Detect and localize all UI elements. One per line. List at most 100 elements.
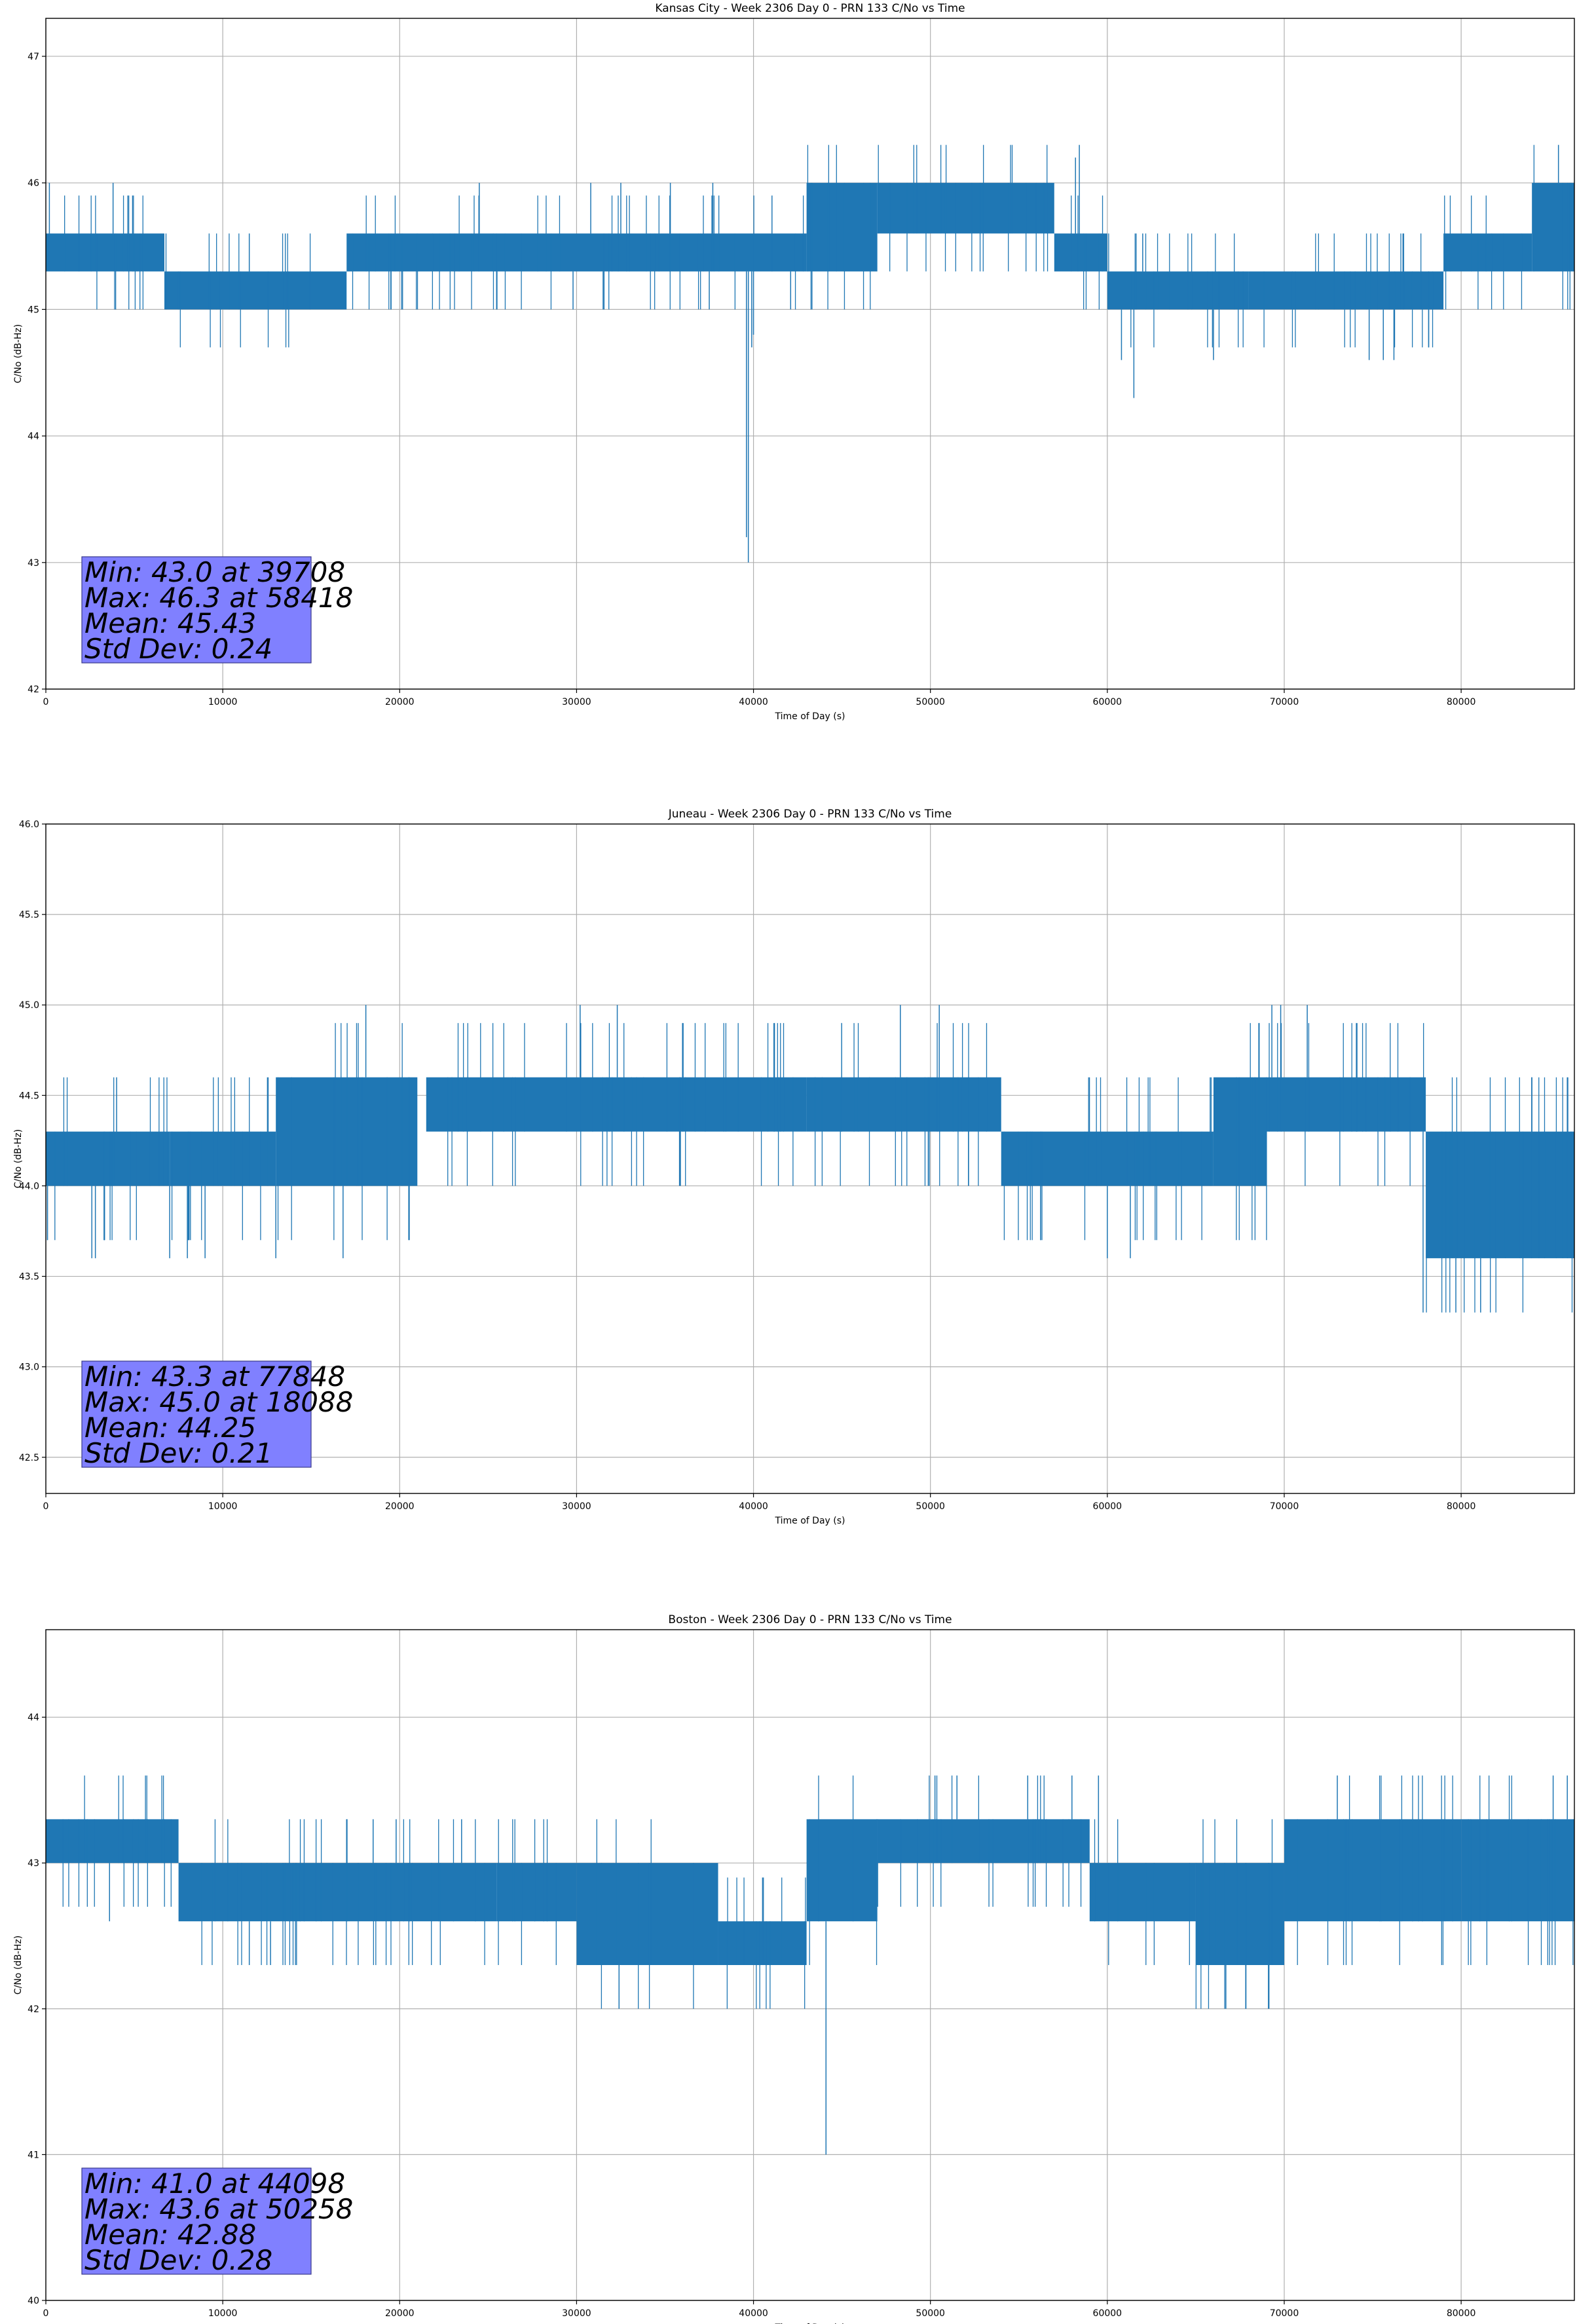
stats-line: Max: 43.6 at 50258 — [84, 2193, 353, 2225]
x-axis-label: Time of Day (s) — [775, 711, 845, 722]
x-tick-label: 0 — [43, 697, 49, 707]
series-band — [46, 1819, 179, 1864]
y-tick-label: 42 — [28, 684, 39, 695]
series-band — [46, 1131, 170, 1186]
series-band — [576, 1863, 718, 1965]
stats-line: Std Dev: 0.24 — [84, 633, 272, 665]
x-tick-label: 20000 — [385, 1501, 415, 1512]
y-tick-label: 47 — [28, 52, 39, 62]
x-tick-label: 70000 — [1270, 2308, 1299, 2319]
series-cno — [46, 1775, 1574, 2155]
x-tick-label: 0 — [43, 2308, 49, 2319]
series-band — [1107, 271, 1249, 310]
axes-frame — [45, 1629, 1575, 2301]
chart-title: Boston - Week 2306 Day 0 - PRN 133 C/No … — [668, 1613, 952, 1626]
x-tick-label: 70000 — [1270, 697, 1299, 707]
y-tick-label: 46.0 — [19, 819, 39, 830]
series-band — [806, 1077, 1001, 1132]
x-tick-label: 0 — [43, 1501, 49, 1512]
series-band — [426, 1077, 807, 1132]
y-tick-label: 42 — [28, 2004, 39, 2015]
chart-1: 0 10000 20000 30000 40000 50000 60000 70000 8000… — [13, 2, 1575, 722]
series-band — [496, 1863, 577, 1922]
stats-box — [81, 2167, 312, 2275]
stats-line: Mean: 45.43 — [84, 607, 256, 639]
y-axis-label: C/No (dB-Hz) — [13, 1936, 24, 1995]
series-band — [1426, 1131, 1574, 1258]
x-axis-label: Time of Day (s) — [775, 2323, 845, 2324]
series-cno — [46, 1005, 1574, 1313]
y-tick-label: 43 — [28, 558, 39, 569]
y-tick-label: 41 — [28, 2150, 39, 2160]
series-band — [1461, 1819, 1574, 1922]
x-tick-label: 40000 — [739, 697, 768, 707]
x-tick-label: 10000 — [208, 1501, 238, 1512]
x-tick-label: 10000 — [208, 697, 238, 707]
x-tick-label: 70000 — [1270, 1501, 1299, 1512]
x-tick-label: 40000 — [739, 2308, 768, 2319]
chart-2: 0 10000 20000 30000 40000 50000 60000 70000 8000… — [13, 808, 1575, 1526]
stats-line: Max: 46.3 at 58418 — [84, 582, 353, 614]
stats-line: Std Dev: 0.21 — [84, 1437, 272, 1469]
x-tick-label: 20000 — [385, 697, 415, 707]
x-tick-label: 10000 — [208, 2308, 238, 2319]
y-tick-label: 43.0 — [19, 1362, 39, 1373]
stats-line: Max: 45.0 at 18088 — [84, 1386, 353, 1418]
chart-3: 0 10000 20000 30000 40000 50000 60000 70000 8000… — [13, 1613, 1575, 2324]
series-band — [276, 1077, 418, 1186]
y-tick-label: 44 — [28, 1713, 39, 1723]
x-tick-label: 80000 — [1447, 1501, 1476, 1512]
y-tick-label: 42.5 — [19, 1453, 39, 1463]
series-band — [877, 183, 1054, 234]
series-band — [164, 271, 347, 310]
series-band — [806, 183, 878, 272]
x-tick-label: 50000 — [916, 2308, 945, 2319]
series-band — [346, 233, 807, 272]
stats-line: Mean: 42.88 — [84, 2219, 256, 2251]
series-band — [1248, 271, 1444, 310]
series-band — [1213, 1077, 1267, 1186]
y-tick-label: 45.0 — [19, 1000, 39, 1011]
x-tick-label: 80000 — [1447, 697, 1476, 707]
series-band — [1284, 1819, 1462, 1922]
stats-line: Mean: 44.25 — [84, 1412, 256, 1444]
x-tick-label: 80000 — [1447, 2308, 1476, 2319]
y-tick-label: 43 — [28, 1858, 39, 1869]
series-band — [178, 1863, 497, 1922]
stats-box — [81, 556, 312, 664]
series-band — [46, 233, 164, 272]
x-tick-label: 60000 — [1093, 2308, 1122, 2319]
y-tick-label: 44 — [28, 432, 39, 442]
stats-line: Std Dev: 0.28 — [84, 2244, 272, 2276]
stats-line: Min: 41.0 at 44098 — [84, 2167, 345, 2200]
series-band — [1089, 1863, 1196, 1922]
y-axis-label: C/No (dB-Hz) — [13, 324, 24, 383]
x-tick-label: 40000 — [739, 1501, 768, 1512]
series-band — [1054, 233, 1107, 272]
x-tick-label: 50000 — [916, 1501, 945, 1512]
y-tick-label: 40 — [28, 2296, 39, 2306]
stats-line: Min: 43.3 at 77848 — [84, 1360, 345, 1393]
series-band — [877, 1819, 1090, 1864]
y-tick-label: 44.0 — [19, 1181, 39, 1191]
series-band — [1443, 233, 1532, 272]
x-tick-label: 20000 — [385, 2308, 415, 2319]
y-tick-label: 43.5 — [19, 1272, 39, 1283]
x-tick-label: 60000 — [1093, 697, 1122, 707]
y-tick-label: 45.5 — [19, 910, 39, 920]
series-band — [806, 1819, 878, 1922]
stats-box — [81, 1360, 312, 1468]
x-tick-label: 30000 — [562, 1501, 591, 1512]
y-axis-label: C/No (dB-Hz) — [13, 1129, 24, 1188]
x-tick-label: 30000 — [562, 697, 591, 707]
chart-title: Juneau - Week 2306 Day 0 - PRN 133 C/No … — [668, 808, 952, 821]
x-tick-label: 60000 — [1093, 1501, 1122, 1512]
x-axis-label: Time of Day (s) — [775, 1516, 845, 1526]
series-band — [1266, 1077, 1426, 1132]
chart-title: Kansas City - Week 2306 Day 0 - PRN 133 … — [655, 2, 965, 15]
series-cno — [46, 145, 1574, 563]
axes-frame — [45, 18, 1575, 690]
series-band — [170, 1131, 276, 1186]
y-tick-label: 45 — [28, 305, 39, 315]
